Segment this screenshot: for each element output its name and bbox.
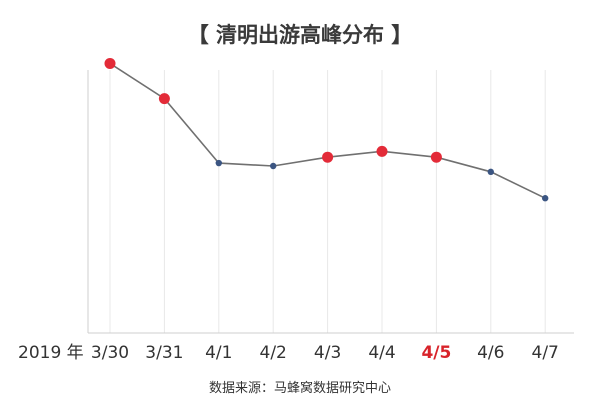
x-tick-label-4-2: 4/2 [260,343,287,363]
highlight-point-4-3 [322,151,334,163]
highlight-point-3-31 [158,93,170,105]
x-tick-labels: 3/30 3/31 4/1 4/2 4/3 4/4 4/5 4/6 4/7 [91,343,559,363]
highlight-point-3-30 [104,57,116,69]
x-tick-label-4-7: 4/7 [532,343,559,363]
highlight-point-4-4 [376,145,388,157]
x-tick-label-4-3: 4/3 [314,343,341,363]
x-tick-label-4-1: 4/1 [205,343,232,363]
x-tick-label-3-30: 3/30 [91,343,129,363]
data-point-4-7 [542,195,549,202]
x-tick-label-3-31: 3/31 [145,343,183,363]
highlight-point-4-5 [430,151,442,163]
x-tick-label-4-5: 4/5 [421,343,451,363]
grid-lines [109,70,546,333]
data-source-note: 数据来源：马蜂窝数据研究中心 [209,380,391,396]
data-points [104,57,549,202]
x-tick-label-4-4: 4/4 [368,343,395,363]
data-point-4-1 [215,159,222,167]
x-tick-label-4-6: 4/6 [477,343,504,363]
chart-title: 【 清明出游高峰分布 】 [188,23,413,47]
data-point-4-2 [270,162,277,170]
data-point-4-6 [487,168,494,176]
x-year-label: 2019 年 [18,343,84,363]
